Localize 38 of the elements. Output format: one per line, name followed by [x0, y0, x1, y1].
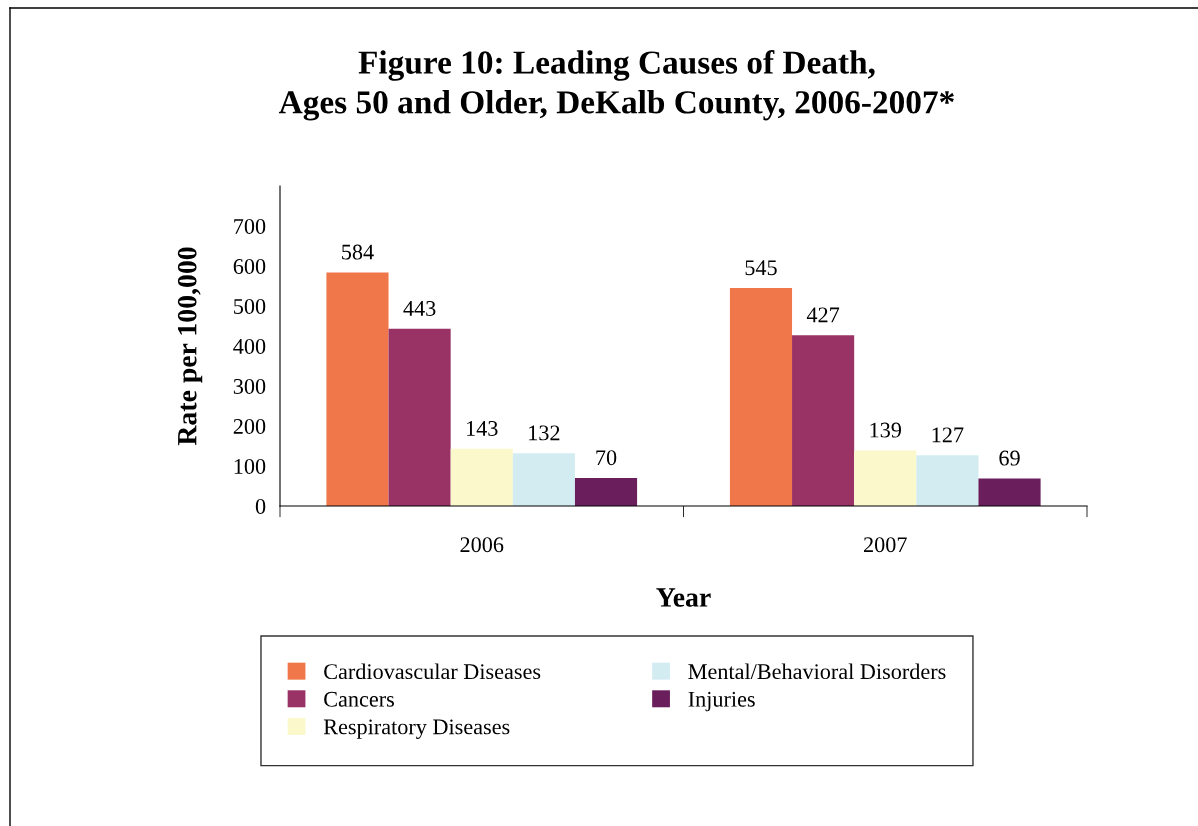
data-label: 443: [403, 301, 436, 316]
legend-label: Mental/Behavioral Disorders: [688, 663, 946, 680]
legend-label: Cancers: [324, 691, 394, 707]
data-label: 70: [596, 450, 617, 466]
legend-label: Respiratory Diseases: [323, 719, 510, 739]
data-label: 139: [870, 422, 902, 438]
bar: [978, 478, 1041, 506]
y-tick-label: 600: [233, 258, 266, 274]
bar: [512, 453, 575, 506]
bar: [326, 272, 389, 506]
data-label: 69: [999, 450, 1020, 466]
bar: [574, 478, 638, 506]
legend-label: Injuries: [688, 691, 755, 712]
y-tick-label: 700: [234, 218, 266, 234]
data-label: 143: [467, 421, 498, 436]
x-axis-title: Year: [656, 588, 711, 607]
bar: [854, 450, 917, 506]
data-label: 427: [806, 307, 840, 323]
x-tick-label: 2006: [460, 537, 504, 553]
bar: [792, 335, 855, 506]
y-tick-label: 300: [233, 378, 266, 394]
bar: [388, 328, 451, 506]
y-tick-label: 500: [234, 298, 266, 314]
chart-title: Figure 10: Leading Causes of Death, Ages 50 and Older, DeKalb County, 2006-2007*: [278, 50, 954, 121]
data-label: 127: [932, 427, 964, 443]
data-label: 545: [745, 260, 777, 276]
y-tick-label: 100: [234, 458, 266, 474]
y-tick-label: 0: [255, 498, 266, 514]
data-label: 132: [529, 425, 560, 441]
x-tick-label: 2007: [864, 537, 907, 553]
bar: [916, 455, 979, 506]
data-label: 584: [342, 244, 374, 260]
y-tick-label: 400: [233, 338, 266, 354]
legend-label: Cardiovascular Diseases: [324, 663, 541, 680]
y-tick-label: 200: [233, 418, 266, 434]
bar: [450, 448, 513, 506]
bar: [729, 288, 793, 506]
y-axis-title: Rate per 100,000: [177, 247, 203, 446]
